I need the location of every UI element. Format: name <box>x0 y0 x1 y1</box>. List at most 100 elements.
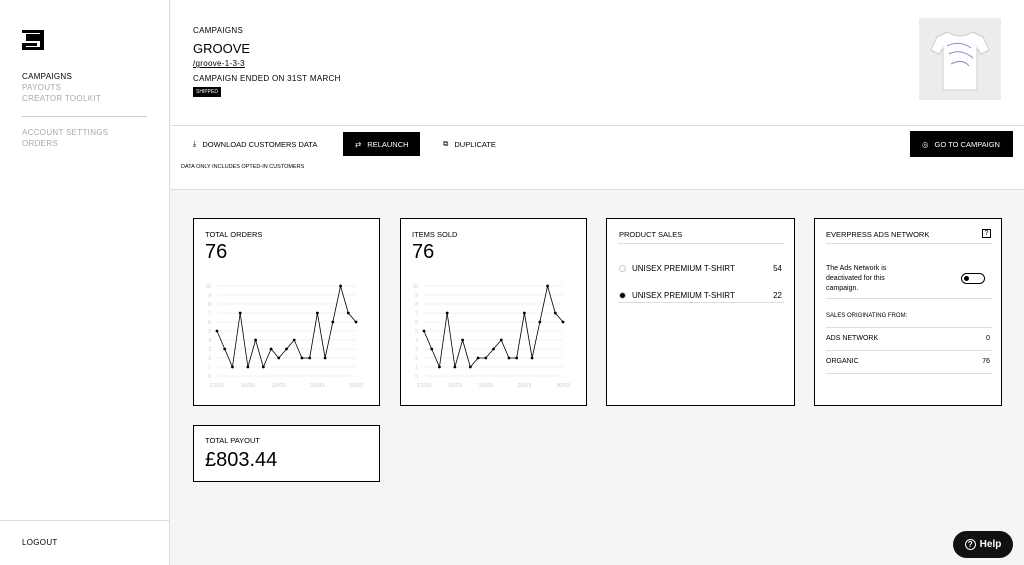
help-button[interactable]: ? Help <box>953 531 1013 558</box>
divider <box>618 302 784 303</box>
y-tick-label: 5 <box>415 329 418 335</box>
ads-status: The Ads Network is deactivated for this … <box>826 265 887 292</box>
point <box>223 347 227 351</box>
y-tick-label: 7 <box>415 311 418 317</box>
y-tick-label: 4 <box>415 338 418 344</box>
point <box>292 338 296 342</box>
divider <box>0 520 170 521</box>
card-title: ITEMS SOLD <box>412 230 458 239</box>
payout-card: TOTAL PAYOUT £803.44 <box>193 425 380 482</box>
point <box>323 356 327 360</box>
point <box>269 347 273 351</box>
logout[interactable]: LOGOUT <box>22 538 58 547</box>
y-tick-label: 10 <box>205 284 211 290</box>
x-tick-label: 20/03 <box>479 383 493 389</box>
slug[interactable]: /groove-1-3-3 <box>193 59 245 68</box>
divider <box>22 116 147 117</box>
toggle[interactable] <box>961 273 985 284</box>
point <box>476 356 480 360</box>
source-name: ORGANIC <box>826 358 859 365</box>
product-name: UNISEX PREMIUM T-SHIRT <box>632 291 735 300</box>
button-label: RELAUNCH <box>367 139 409 149</box>
relaunch-button[interactable]: ⇄ RELAUNCH <box>343 132 420 156</box>
legend-dot <box>619 292 626 299</box>
duplicate-button[interactable]: ⧉ DUPLICATE <box>443 139 496 149</box>
x-tick-label: 25/03 <box>311 383 325 389</box>
point <box>507 356 511 360</box>
y-tick-label: 3 <box>208 347 211 353</box>
y-tick-label: 2 <box>208 356 211 362</box>
point <box>553 311 557 315</box>
button-label: DUPLICATE <box>454 139 496 149</box>
product-value: 22 <box>773 291 782 300</box>
point <box>453 365 457 369</box>
line <box>216 285 357 369</box>
divider <box>618 243 784 244</box>
menu-item[interactable]: CREATOR TOOLKIT <box>22 94 102 103</box>
point <box>315 311 319 315</box>
product-value: 54 <box>773 264 782 273</box>
point <box>261 365 265 369</box>
point <box>308 356 312 360</box>
point <box>254 338 258 342</box>
divider <box>826 350 992 351</box>
point <box>430 347 434 351</box>
source-value: 76 <box>982 358 990 365</box>
x-tick-label: 25/03 <box>518 383 532 389</box>
chart: 0 1 2 3 4 5 6 7 8 9 10 12/03 16/03 20/03 25/03 30/03 <box>412 284 570 389</box>
x-tick-label: 12/03 <box>210 383 224 389</box>
point <box>468 365 472 369</box>
product-image[interactable] <box>919 18 1001 100</box>
card-total: 76 <box>412 241 435 263</box>
point <box>492 347 495 351</box>
y-tick-label: 8 <box>415 302 418 308</box>
menu-item[interactable]: PAYOUTS <box>22 83 62 92</box>
point <box>339 284 342 288</box>
y-tick-label: 10 <box>412 284 418 290</box>
point <box>238 311 242 315</box>
items-card: ITEMS SOLD 76 0 1 2 3 4 5 6 7 8 9 10 12/03 16/03 20/03 2… <box>400 218 587 406</box>
section: CAMPAIGNS <box>193 26 244 35</box>
menu-item[interactable]: ACCOUNT SETTINGS <box>22 128 109 137</box>
point <box>285 347 288 351</box>
go-button[interactable]: ◎ GO TO CAMPAIGN <box>910 131 1013 157</box>
product-name: UNISEX PREMIUM T-SHIRT <box>632 264 735 273</box>
x-tick-label: 16/03 <box>241 383 255 389</box>
x-tick-label: 30/03 <box>349 383 363 389</box>
menu-item[interactable]: ORDERS <box>22 139 59 148</box>
y-tick-label: 6 <box>415 320 418 326</box>
y-tick-label: 0 <box>208 374 211 380</box>
card-total: 76 <box>205 241 228 263</box>
y-tick-label: 1 <box>415 365 418 371</box>
orders-card: TOTAL ORDERS 76 0 1 2 3 4 5 6 7 8 9 10 12/03 16/03 20/0… <box>193 218 380 406</box>
point <box>499 338 503 342</box>
menu-item[interactable]: CAMPAIGNS <box>22 72 73 81</box>
product-sales-card: PRODUCT SALES UNISEX PREMIUM T-SHIRT 54 UN… <box>606 218 795 406</box>
x-tick-label: 20/03 <box>272 383 286 389</box>
header: CAMPAIGNS GROOVE /groove-1-3-3 CAMPAIGN … <box>171 0 1024 190</box>
ads-card: EVERPRESS ADS NETWORK ? The Ads Network … <box>814 218 1002 406</box>
point <box>561 320 565 324</box>
point <box>546 284 549 288</box>
button-label: DOWNLOAD CUSTOMERS DATA <box>202 139 318 149</box>
y-tick-label: 7 <box>208 311 211 317</box>
card-title: TOTAL ORDERS <box>205 230 263 239</box>
help-icon[interactable]: ? <box>982 229 991 238</box>
point <box>246 365 250 369</box>
point <box>231 365 234 369</box>
y-tick-label: 2 <box>415 356 418 362</box>
y-tick-label: 9 <box>415 293 418 299</box>
help-label: Help <box>979 539 1002 550</box>
logo[interactable] <box>22 30 44 50</box>
divider <box>826 373 992 374</box>
x-tick-label: 30/03 <box>556 383 570 389</box>
divider <box>826 327 992 328</box>
point <box>354 320 358 324</box>
y-tick-label: 1 <box>208 365 211 371</box>
y-tick-label: 4 <box>208 338 211 344</box>
line <box>423 285 564 369</box>
point <box>331 320 335 324</box>
card-title: PRODUCT SALES <box>619 230 683 239</box>
download-button[interactable]: ⤓ DOWNLOAD CUSTOMERS DATA <box>193 139 318 149</box>
point <box>215 329 219 333</box>
